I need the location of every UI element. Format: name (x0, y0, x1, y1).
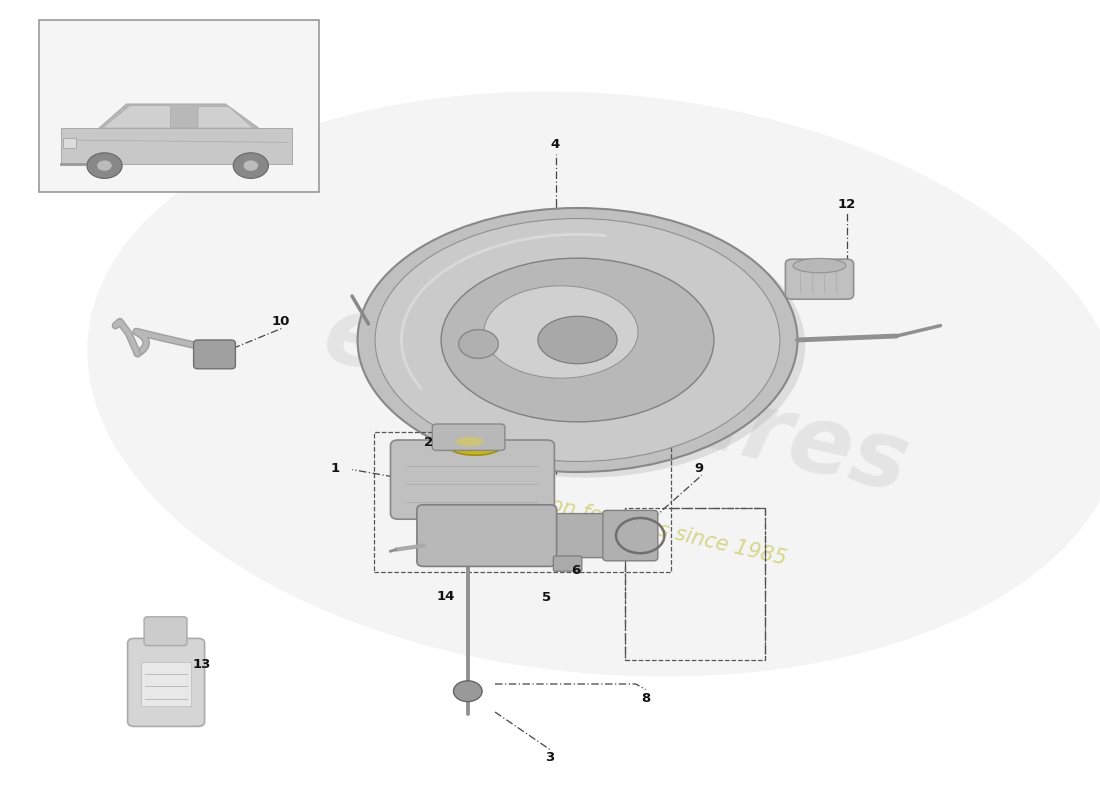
Text: 12: 12 (838, 198, 856, 210)
Ellipse shape (358, 208, 798, 472)
Ellipse shape (365, 214, 805, 478)
Ellipse shape (447, 433, 504, 455)
FancyBboxPatch shape (128, 638, 205, 726)
FancyBboxPatch shape (432, 424, 505, 450)
Polygon shape (60, 128, 292, 164)
Polygon shape (198, 106, 253, 128)
Circle shape (459, 330, 498, 358)
Polygon shape (102, 106, 170, 128)
Circle shape (97, 160, 112, 171)
Polygon shape (99, 104, 258, 128)
Text: 2: 2 (425, 436, 433, 449)
Bar (141, 662, 191, 706)
FancyBboxPatch shape (417, 505, 557, 566)
FancyBboxPatch shape (539, 514, 618, 558)
Circle shape (87, 153, 122, 178)
Text: 6: 6 (571, 564, 580, 577)
Text: a passion for parts since 1985: a passion for parts since 1985 (476, 479, 789, 569)
Text: 3: 3 (546, 751, 554, 764)
Bar (63, 138, 76, 148)
Ellipse shape (375, 218, 780, 462)
Bar (39, 20, 319, 192)
Text: 5: 5 (542, 591, 551, 604)
Ellipse shape (793, 258, 846, 273)
FancyBboxPatch shape (785, 259, 854, 299)
Ellipse shape (441, 258, 714, 422)
Text: eurospares: eurospares (315, 288, 917, 512)
Ellipse shape (538, 316, 617, 364)
Text: 10: 10 (272, 315, 289, 328)
Ellipse shape (455, 437, 484, 446)
FancyBboxPatch shape (603, 510, 658, 561)
FancyBboxPatch shape (144, 617, 187, 646)
FancyBboxPatch shape (390, 440, 554, 519)
Ellipse shape (87, 91, 1100, 677)
Text: 14: 14 (437, 590, 454, 602)
Text: 8: 8 (641, 692, 650, 705)
Text: 13: 13 (192, 658, 210, 670)
FancyBboxPatch shape (553, 556, 582, 571)
Circle shape (243, 160, 258, 171)
Text: 4: 4 (551, 138, 560, 150)
Circle shape (453, 681, 482, 702)
Ellipse shape (484, 286, 638, 378)
Text: 9: 9 (694, 462, 703, 474)
FancyBboxPatch shape (194, 340, 235, 369)
Circle shape (233, 153, 268, 178)
Text: 1: 1 (331, 462, 340, 474)
